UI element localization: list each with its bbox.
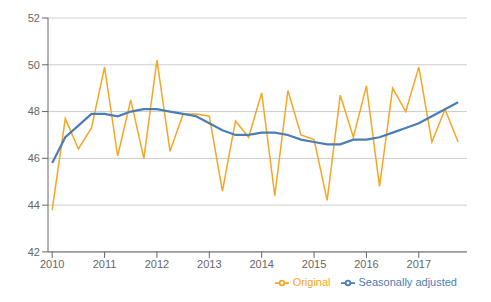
svg-text:52: 52 xyxy=(28,12,40,24)
svg-text:50: 50 xyxy=(28,59,40,71)
svg-text:48: 48 xyxy=(28,105,40,117)
svg-text:2014: 2014 xyxy=(249,258,273,270)
svg-text:2013: 2013 xyxy=(197,258,221,270)
svg-text:2010: 2010 xyxy=(40,258,64,270)
html-text:Original: Original xyxy=(292,275,331,288)
svg-text:42: 42 xyxy=(28,246,40,258)
svg-text:46: 46 xyxy=(28,152,40,164)
svg-text:2011: 2011 xyxy=(93,258,117,270)
svg-text:2015: 2015 xyxy=(302,258,326,270)
svg-text:2017: 2017 xyxy=(407,258,431,270)
svg-text:44: 44 xyxy=(28,199,40,211)
svg-text:2012: 2012 xyxy=(145,258,169,270)
html-text:Seasonally adjusted: Seasonally adjusted xyxy=(358,275,457,288)
svg-text:2016: 2016 xyxy=(354,258,378,270)
